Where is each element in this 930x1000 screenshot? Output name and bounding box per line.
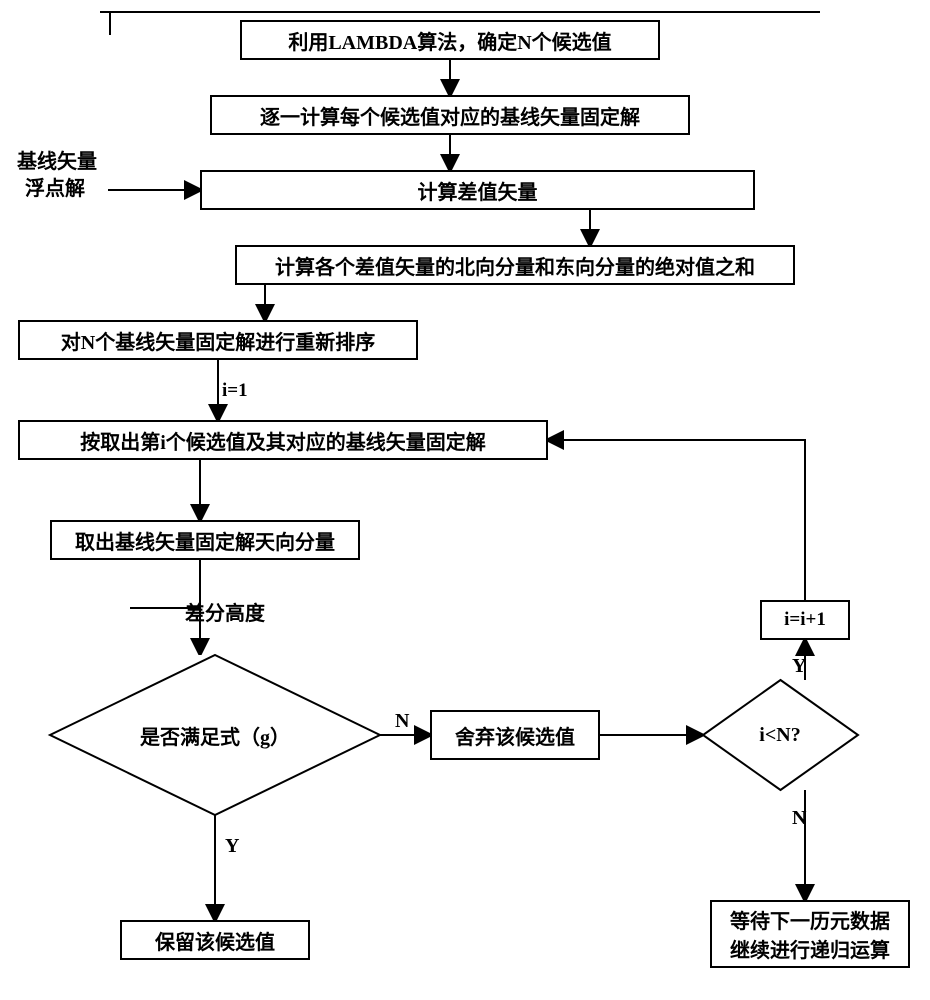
label-i-equals-1: i=1 (222, 380, 248, 402)
decision-text: i<N? (759, 724, 800, 747)
process-wait-next: 等待下一历元数据 继续进行递归运算 (710, 900, 910, 968)
process-pick-i: 按取出第i个候选值及其对应的基线矢量固定解 (18, 420, 548, 460)
process-resort: 对N个基线矢量固定解进行重新排序 (18, 320, 418, 360)
label-branch-n2: N (792, 807, 806, 830)
decision-i-lt-n: i<N? (703, 680, 858, 790)
process-abs-sum: 计算各个差值矢量的北向分量和东向分量的绝对值之和 (235, 245, 795, 285)
decision-formula-g: 是否满足式（g） (50, 655, 380, 815)
process-increment: i=i+1 (760, 600, 850, 640)
process-compute-fixed: 逐一计算每个候选值对应的基线矢量固定解 (210, 95, 690, 135)
process-text: 保留该候选值 (155, 926, 275, 955)
label-baseline-vector: 基线矢量 (17, 145, 97, 174)
process-text: 利用LAMBDA算法，确定N个候选值 (288, 26, 611, 55)
process-text: 对N个基线矢量固定解进行重新排序 (61, 326, 375, 355)
process-text: 等待下一历元数据 继续进行递归运算 (730, 905, 890, 963)
label-diff-height: 差分高度 (185, 597, 265, 626)
flow-connectors (0, 0, 930, 1000)
process-text: 计算差值矢量 (418, 176, 538, 205)
label-branch-n1: N (395, 710, 409, 733)
process-keep: 保留该候选值 (120, 920, 310, 960)
process-text: 逐一计算每个候选值对应的基线矢量固定解 (260, 101, 640, 130)
process-text: 计算各个差值矢量的北向分量和东向分量的绝对值之和 (275, 251, 755, 280)
decision-text: 是否满足式（g） (140, 721, 290, 750)
process-text: 按取出第i个候选值及其对应的基线矢量固定解 (80, 426, 486, 455)
label-branch-y1: Y (225, 835, 239, 858)
label-branch-y2: Y (792, 655, 806, 678)
process-sky-component: 取出基线矢量固定解天向分量 (50, 520, 360, 560)
process-diff-vector: 计算差值矢量 (200, 170, 755, 210)
process-text: 取出基线矢量固定解天向分量 (75, 526, 335, 555)
label-float-solution: 浮点解 (25, 172, 85, 201)
process-text: i=i+1 (784, 609, 826, 631)
process-lambda: 利用LAMBDA算法，确定N个候选值 (240, 20, 660, 60)
process-discard: 舍弃该候选值 (430, 710, 600, 760)
process-text: 舍弃该候选值 (455, 721, 575, 750)
